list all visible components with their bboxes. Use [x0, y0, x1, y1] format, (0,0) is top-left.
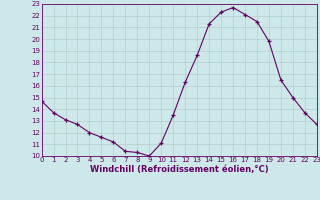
X-axis label: Windchill (Refroidissement éolien,°C): Windchill (Refroidissement éolien,°C)	[90, 165, 268, 174]
